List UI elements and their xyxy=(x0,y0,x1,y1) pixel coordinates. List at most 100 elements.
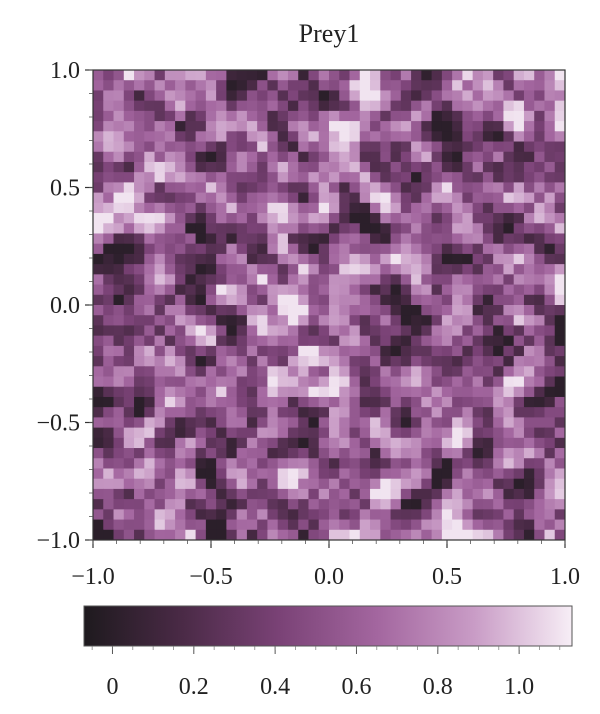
heatmap-cell xyxy=(287,305,299,316)
heatmap-cell xyxy=(185,80,197,92)
heatmap-cell xyxy=(298,366,310,378)
heatmap-cell xyxy=(431,386,443,398)
heatmap-cell xyxy=(308,100,320,112)
heatmap-cell xyxy=(380,325,392,337)
heatmap-cell xyxy=(287,509,299,521)
heatmap-cell xyxy=(246,192,258,204)
heatmap-cell xyxy=(175,478,186,490)
heatmap-cell xyxy=(226,335,238,347)
heatmap-cell xyxy=(103,345,115,357)
heatmap-cell xyxy=(123,70,135,81)
heatmap-cell xyxy=(462,499,474,510)
heatmap-cell xyxy=(164,233,176,245)
heatmap-cell xyxy=(298,70,310,81)
heatmap-cell xyxy=(349,141,361,153)
heatmap-cell xyxy=(236,213,248,224)
heatmap-cell xyxy=(462,253,474,265)
heatmap-cell xyxy=(513,121,525,132)
heatmap-cell xyxy=(329,356,340,367)
heatmap-cell xyxy=(421,80,433,92)
heatmap-cell xyxy=(164,488,176,500)
heatmap-cell xyxy=(452,427,463,439)
heatmap-cell xyxy=(472,345,484,357)
heatmap-cell xyxy=(113,274,125,286)
heatmap-cell xyxy=(226,70,238,81)
heatmap-cell xyxy=(134,284,145,296)
heatmap-cell xyxy=(390,131,402,143)
heatmap-cell xyxy=(349,335,361,347)
heatmap-cell xyxy=(482,284,494,296)
heatmap-cell xyxy=(103,396,115,408)
heatmap-cell xyxy=(421,110,433,122)
heatmap-cell xyxy=(175,345,186,357)
heatmap-cell xyxy=(318,284,330,296)
heatmap-cell xyxy=(175,172,186,183)
heatmap-cell xyxy=(544,345,556,357)
heatmap-cell xyxy=(318,396,330,408)
heatmap-cell xyxy=(246,386,258,398)
heatmap-cell xyxy=(93,468,104,480)
heatmap-cell xyxy=(318,468,330,480)
heatmap-cell xyxy=(185,386,197,398)
heatmap-cell xyxy=(421,233,433,245)
heatmap-cell xyxy=(236,509,248,521)
heatmap-cell xyxy=(246,427,258,439)
heatmap-cell xyxy=(185,325,197,337)
heatmap-cell xyxy=(534,437,546,449)
heatmap-cell xyxy=(421,509,433,521)
heatmap-cell xyxy=(390,386,402,398)
heatmap-cell xyxy=(503,488,515,500)
heatmap-cell xyxy=(370,182,381,194)
heatmap-cell xyxy=(370,131,381,143)
heatmap-cell xyxy=(349,356,361,367)
heatmap-cell xyxy=(154,243,166,255)
heatmap-cell xyxy=(318,172,330,183)
heatmap-cell xyxy=(472,172,484,183)
heatmap-cell xyxy=(195,253,207,265)
heatmap-cell xyxy=(431,80,443,92)
heatmap-cell xyxy=(554,488,565,500)
heatmap-cell xyxy=(411,100,422,112)
heatmap-cell xyxy=(513,233,525,245)
heatmap-cell xyxy=(185,110,197,122)
heatmap-cell xyxy=(93,427,104,439)
heatmap-cell xyxy=(134,161,145,173)
heatmap-cell xyxy=(370,70,381,81)
heatmap-cell xyxy=(246,80,258,92)
heatmap-cell xyxy=(523,437,535,449)
heatmap-cell xyxy=(339,213,351,224)
heatmap-cell xyxy=(257,345,269,357)
heatmap-cell xyxy=(134,478,145,490)
heatmap-cell xyxy=(329,243,340,255)
heatmap-cell xyxy=(134,131,145,143)
heatmap-cell xyxy=(329,458,340,470)
heatmap-cell xyxy=(226,519,238,531)
heatmap-cell xyxy=(144,100,156,112)
heatmap-cell xyxy=(370,519,381,531)
heatmap-cell xyxy=(523,233,535,245)
heatmap-cell xyxy=(185,356,197,367)
heatmap-cell xyxy=(339,141,351,153)
heatmap-cell xyxy=(493,509,505,521)
heatmap-cell xyxy=(246,151,258,163)
heatmap-cell xyxy=(103,315,115,327)
heatmap-cell xyxy=(370,151,381,163)
heatmap-cell xyxy=(205,264,217,275)
heatmap-cell xyxy=(472,376,484,388)
heatmap-cell xyxy=(195,110,207,122)
heatmap-cell xyxy=(123,192,135,204)
heatmap-cell xyxy=(400,366,412,378)
heatmap-cell xyxy=(493,335,505,347)
heatmap-cell xyxy=(226,121,238,132)
heatmap-cell xyxy=(359,417,371,429)
heatmap-cell xyxy=(318,345,330,357)
heatmap-cell xyxy=(411,141,422,153)
heatmap-cell xyxy=(185,172,197,183)
heatmap-cell xyxy=(175,396,186,408)
heatmap-cell xyxy=(195,172,207,183)
heatmap-cell xyxy=(226,305,238,316)
heatmap-cell xyxy=(380,519,392,531)
heatmap-cell xyxy=(287,345,299,357)
heatmap-cell xyxy=(421,529,433,540)
heatmap-cell xyxy=(103,151,115,163)
